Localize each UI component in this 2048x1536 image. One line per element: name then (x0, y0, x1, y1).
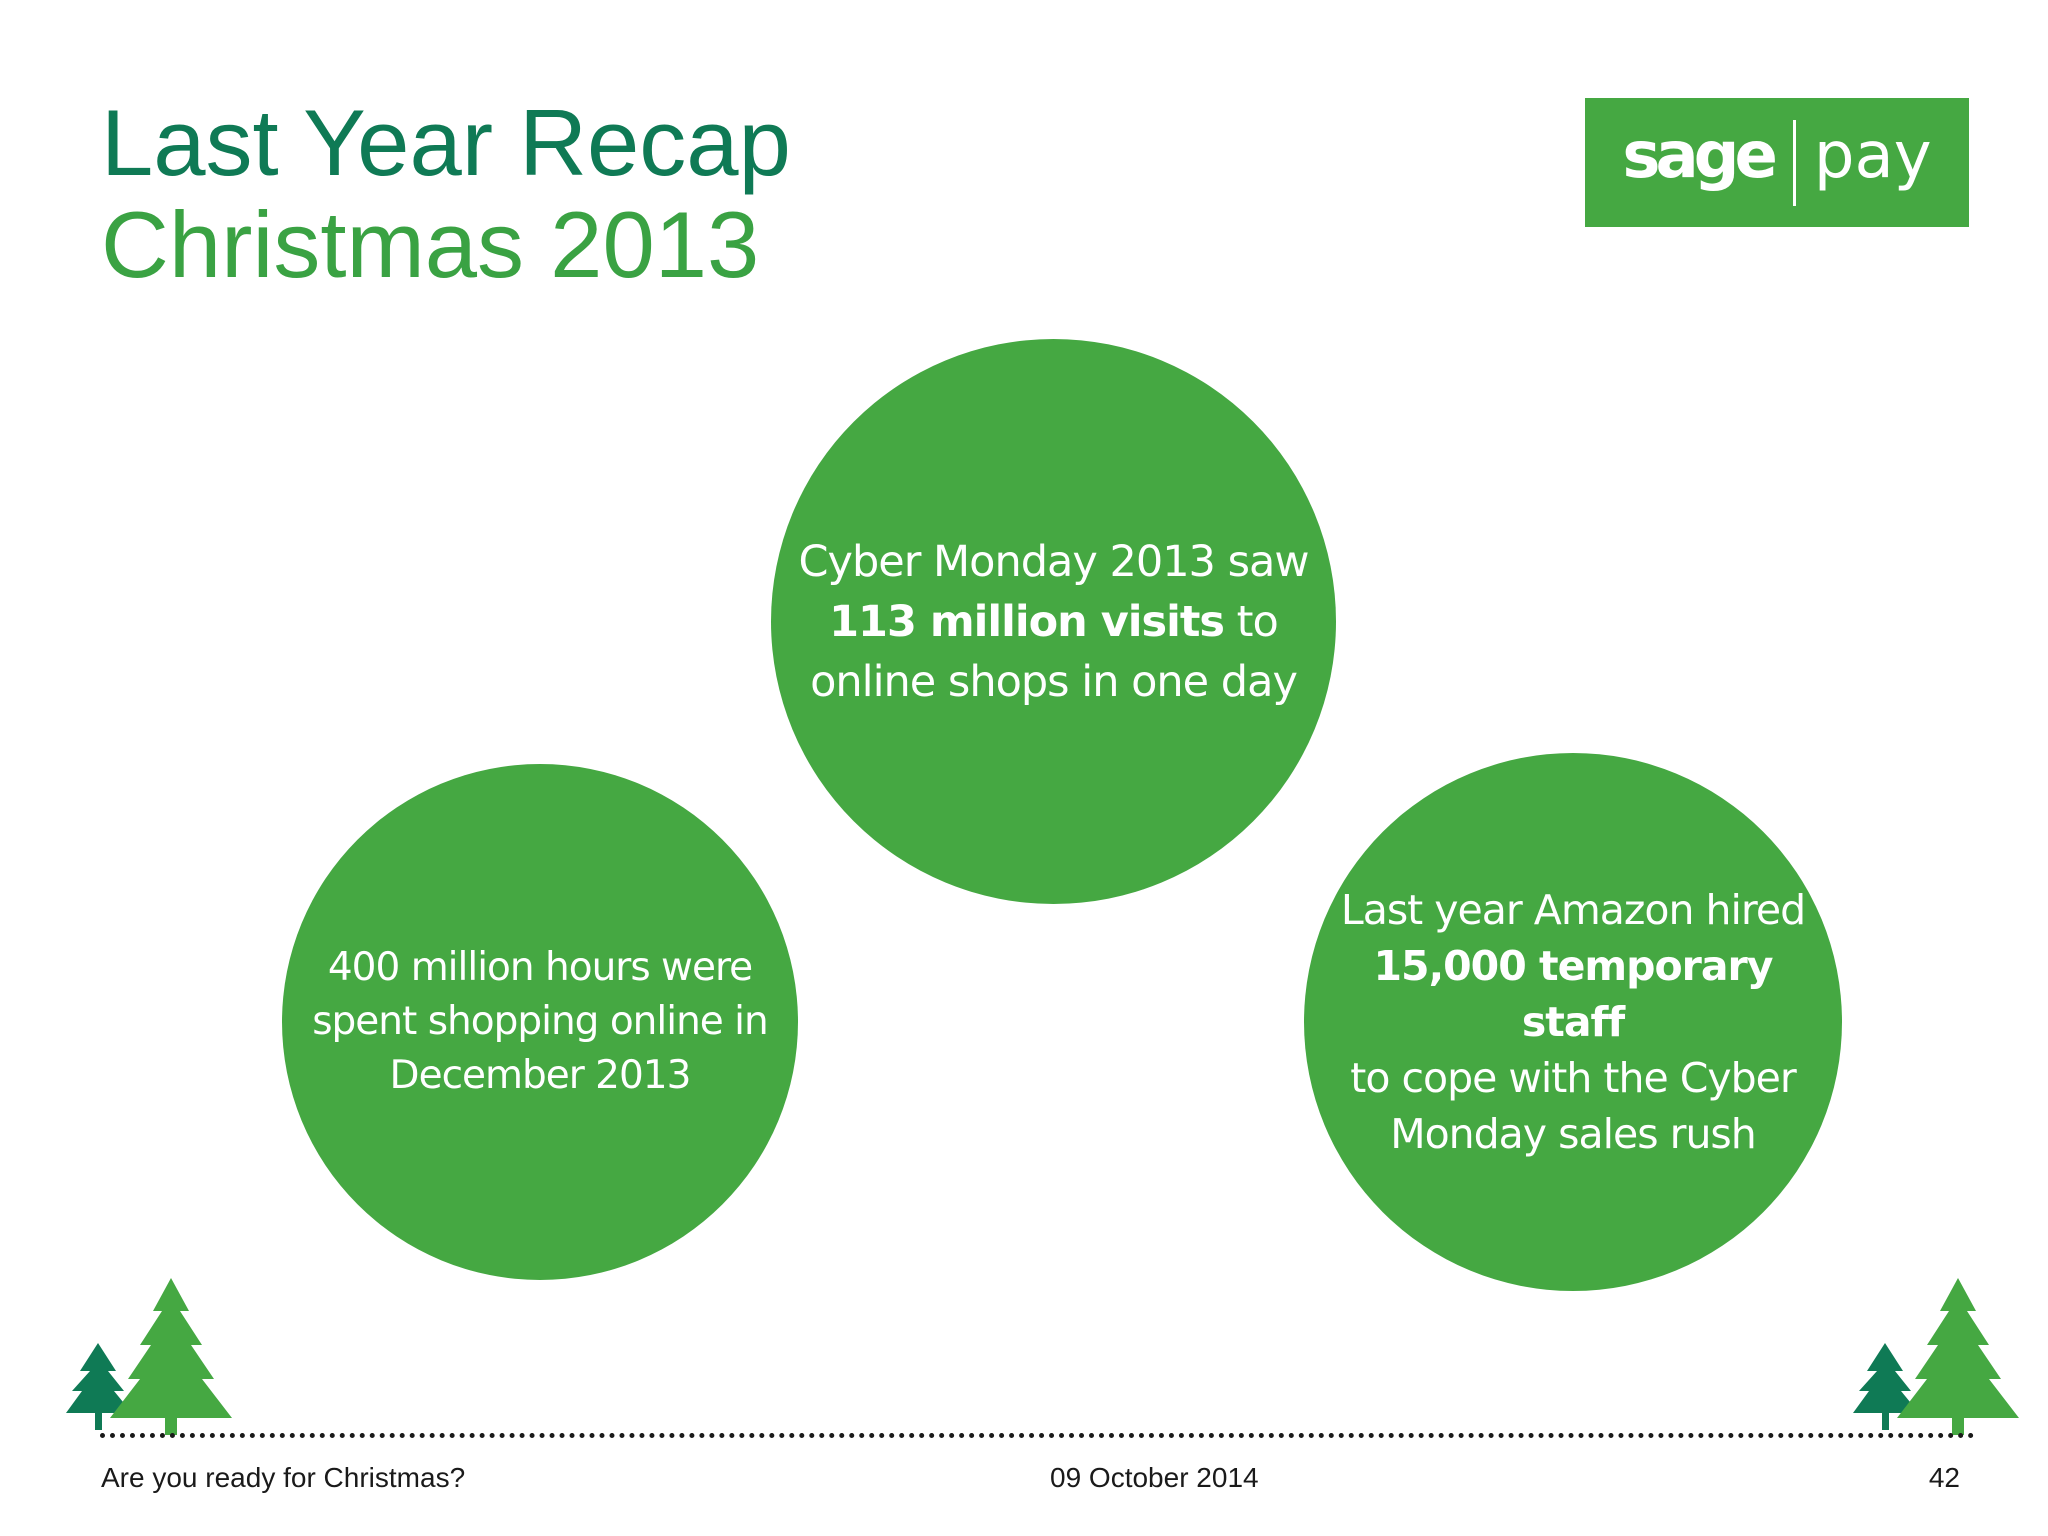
stat-line: 15,000 temporary staff (1323, 938, 1823, 1050)
tree-light-icon (1897, 1278, 2019, 1435)
stat-text: 400 million hours were spent shopping on… (305, 941, 775, 1103)
logo-divider (1792, 119, 1796, 206)
stat-line: December 2013 (389, 1053, 692, 1098)
stat-highlight: 113 million visits (829, 596, 1225, 647)
stat-line: Last year Amazon hired (1340, 886, 1806, 934)
stat-line: spent shopping online in (312, 999, 769, 1044)
tree-icon (66, 1278, 232, 1435)
tree-light-icon (110, 1278, 232, 1435)
stat-line: Cyber Monday 2013 saw (798, 536, 1309, 587)
logo-sage-text: sage (1622, 118, 1777, 193)
stat-line: online shops in one day (810, 656, 1298, 707)
dotted-divider (100, 1433, 1975, 1438)
stat-text: Cyber Monday 2013 saw 113 million visits… (794, 532, 1314, 712)
stat-line: 400 million hours were (327, 945, 753, 990)
stat-bubble-amazon-staff: Last year Amazon hired 15,000 temporary … (1304, 753, 1842, 1291)
tree-icon (1853, 1278, 2019, 1435)
footer-presentation-title: Are you ready for Christmas? (101, 1462, 466, 1493)
stat-bubble-cyber-monday: Cyber Monday 2013 saw 113 million visits… (771, 339, 1336, 904)
tree-dark-icon (1853, 1343, 1919, 1430)
stat-text: Last year Amazon hired 15,000 temporary … (1323, 882, 1823, 1162)
footer-date: 09 October 2014 (1050, 1462, 1259, 1493)
stat-highlight: 15,000 temporary staff (1373, 942, 1774, 1046)
stat-line-suffix: to (1224, 596, 1279, 647)
logo-pay-text: pay (1813, 118, 1932, 193)
stat-line: Monday sales rush (1390, 1110, 1757, 1158)
stat-line: to cope with the Cyber (1350, 1054, 1796, 1102)
stat-bubble-hours-shopping: 400 million hours were spent shopping on… (282, 764, 798, 1280)
sagepay-logo: sage pay (1585, 98, 1969, 227)
footer-page-number: 42 (1928, 1462, 1960, 1493)
slide-subtitle: Christmas 2013 (101, 192, 760, 297)
stat-line: 113 million visits to (794, 592, 1314, 652)
tree-dark-icon (66, 1343, 132, 1430)
slide-title: Last Year Recap (101, 90, 791, 195)
